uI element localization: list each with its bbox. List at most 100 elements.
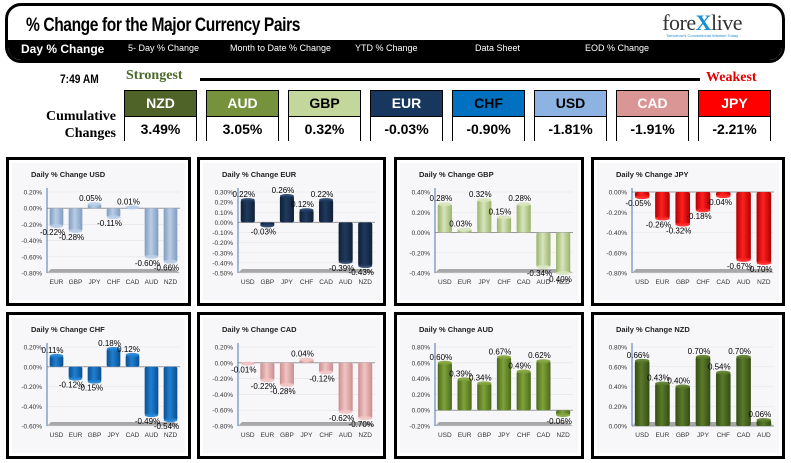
x-category-label: CHF xyxy=(497,279,510,286)
bar xyxy=(163,208,178,262)
bar-chart: Daily % Change EUR 0.30% 0.20% 0.10% 0.00% -0… xyxy=(203,163,380,300)
currency-cumulative-value: -1.81% xyxy=(535,117,606,142)
data-label: 0.04% xyxy=(291,350,314,359)
bar xyxy=(260,362,275,381)
currency-name: JPY xyxy=(699,91,770,117)
data-label: -0.12% xyxy=(309,374,334,383)
chart-title: Daily % Change CAD xyxy=(222,325,297,334)
bar xyxy=(68,208,83,231)
data-label: -0.67% xyxy=(727,262,752,271)
chart-floor xyxy=(238,422,375,426)
bar xyxy=(87,366,102,382)
x-category-label: EUR xyxy=(260,432,274,439)
chart-floor xyxy=(632,269,774,273)
bar xyxy=(655,383,670,426)
y-tick-label: 0.40% xyxy=(412,376,431,383)
y-tick-label: 0.20% xyxy=(24,345,43,352)
y-tick-label: -0.80% xyxy=(21,271,42,278)
bar xyxy=(338,222,353,262)
bar xyxy=(49,208,64,227)
bar xyxy=(477,200,492,233)
x-category-label: EUR xyxy=(656,279,670,286)
currency-box-gbp: GBP 0.32% xyxy=(288,90,361,142)
bar xyxy=(437,204,452,233)
y-tick-label: -0.60% xyxy=(212,408,233,415)
nav-5day-change[interactable]: 5- Day % Change xyxy=(128,43,200,53)
bar xyxy=(477,383,492,411)
y-tick-label: 0.20% xyxy=(215,200,234,207)
chart-floor xyxy=(238,269,375,273)
nav-ytd-change[interactable]: YTD % Change xyxy=(355,43,418,53)
data-label: 0.28% xyxy=(508,194,531,203)
x-category-label: NZD xyxy=(757,279,771,286)
y-tick-label: -0.20% xyxy=(212,240,233,247)
data-label: 0.32% xyxy=(469,190,492,199)
x-category-label: AUD xyxy=(339,432,353,439)
chart-panel-cad: Daily % Change CAD 0.20% 0.00% -0.20% -0.40%… xyxy=(197,312,386,459)
bar-cap xyxy=(675,222,691,227)
x-category-label: CAD xyxy=(716,279,730,286)
y-tick-label: 0.60% xyxy=(412,360,431,367)
bar-cap xyxy=(496,355,512,360)
bar-cap xyxy=(358,263,373,268)
y-tick-label: 0.00% xyxy=(609,424,628,431)
bar xyxy=(675,386,691,426)
data-label: 0.40% xyxy=(667,377,690,386)
bar-cap xyxy=(240,198,255,203)
bar-chart: Daily % Change CAD 0.20% 0.00% -0.20% -0.40%… xyxy=(203,318,380,453)
bar-cap xyxy=(695,208,711,213)
data-label: -0.04% xyxy=(707,198,732,207)
y-tick-label: -0.40% xyxy=(212,392,233,399)
x-category-label: NZD xyxy=(556,432,570,439)
y-tick-label: 0.00% xyxy=(215,220,234,227)
bar-cap xyxy=(756,418,772,423)
bar-cap xyxy=(163,259,178,264)
chart-title: Daily % Change CHF xyxy=(31,325,105,334)
data-label: 0.66% xyxy=(627,351,650,360)
nav-data-sheet[interactable]: Data Sheet xyxy=(475,43,521,53)
bar-cap xyxy=(163,418,178,423)
nav-day-change[interactable]: Day % Change xyxy=(21,42,105,56)
nav-month-to-date-change[interactable]: Month to Date % Change xyxy=(230,43,332,53)
chart-title: Daily % Change AUD xyxy=(419,325,494,334)
bar xyxy=(496,357,512,411)
x-category-label: AUD xyxy=(737,279,751,286)
x-category-label: EUR xyxy=(458,432,472,439)
chart-panel-aud: Daily % Change AUD 0.80% 0.60% 0.40% 0.20% 0.… xyxy=(394,312,584,459)
bar-cap xyxy=(299,357,314,362)
bar xyxy=(144,208,159,257)
bar-cap xyxy=(536,264,551,269)
currency-cumulative-value: 3.49% xyxy=(125,117,196,142)
x-category-label: CAD xyxy=(737,432,751,439)
y-tick-label: 0.20% xyxy=(215,345,234,352)
currency-name: GBP xyxy=(289,91,360,117)
data-label: 0.62% xyxy=(528,351,551,360)
chart-panel-usd: Daily % Change USD 0.20% 0.00% -0.20% -0.40%… xyxy=(6,157,191,306)
currency-box-cad: CAD -1.91% xyxy=(616,90,689,142)
data-label: 0.26% xyxy=(272,186,295,195)
nav-bar: Day % Change 5- Day % Change Month to Da… xyxy=(8,40,782,60)
data-label: 0.11% xyxy=(41,346,63,355)
nav-eod-change[interactable]: EOD % Change xyxy=(585,43,650,53)
data-label: 0.60% xyxy=(430,353,453,362)
bar xyxy=(319,362,334,373)
bar-cap xyxy=(68,376,83,381)
bar-cap xyxy=(457,377,472,382)
x-category-label: JPY xyxy=(478,279,491,286)
bar xyxy=(279,196,294,223)
x-category-label: JPY xyxy=(301,432,314,439)
bar-cap xyxy=(358,416,373,421)
currency-name: EUR xyxy=(371,91,442,117)
bar-cap xyxy=(496,215,512,220)
y-tick-label: -0.20% xyxy=(409,424,430,431)
y-tick-label: -0.60% xyxy=(21,424,42,431)
page-title: % Change for the Major Currency Pairs xyxy=(26,15,301,36)
bar-cap xyxy=(338,409,353,414)
y-tick-label: -0.60% xyxy=(21,254,42,261)
x-category-label: USD xyxy=(50,432,64,439)
y-tick-label: 0.00% xyxy=(24,364,43,371)
data-label: -0.32% xyxy=(666,226,691,235)
x-category-label: JPY xyxy=(697,432,710,439)
y-tick-label: -0.20% xyxy=(409,250,430,257)
bar-chart: Daily % Change AUD0.80%0.60%0.40%0.20%0.… xyxy=(400,318,578,453)
